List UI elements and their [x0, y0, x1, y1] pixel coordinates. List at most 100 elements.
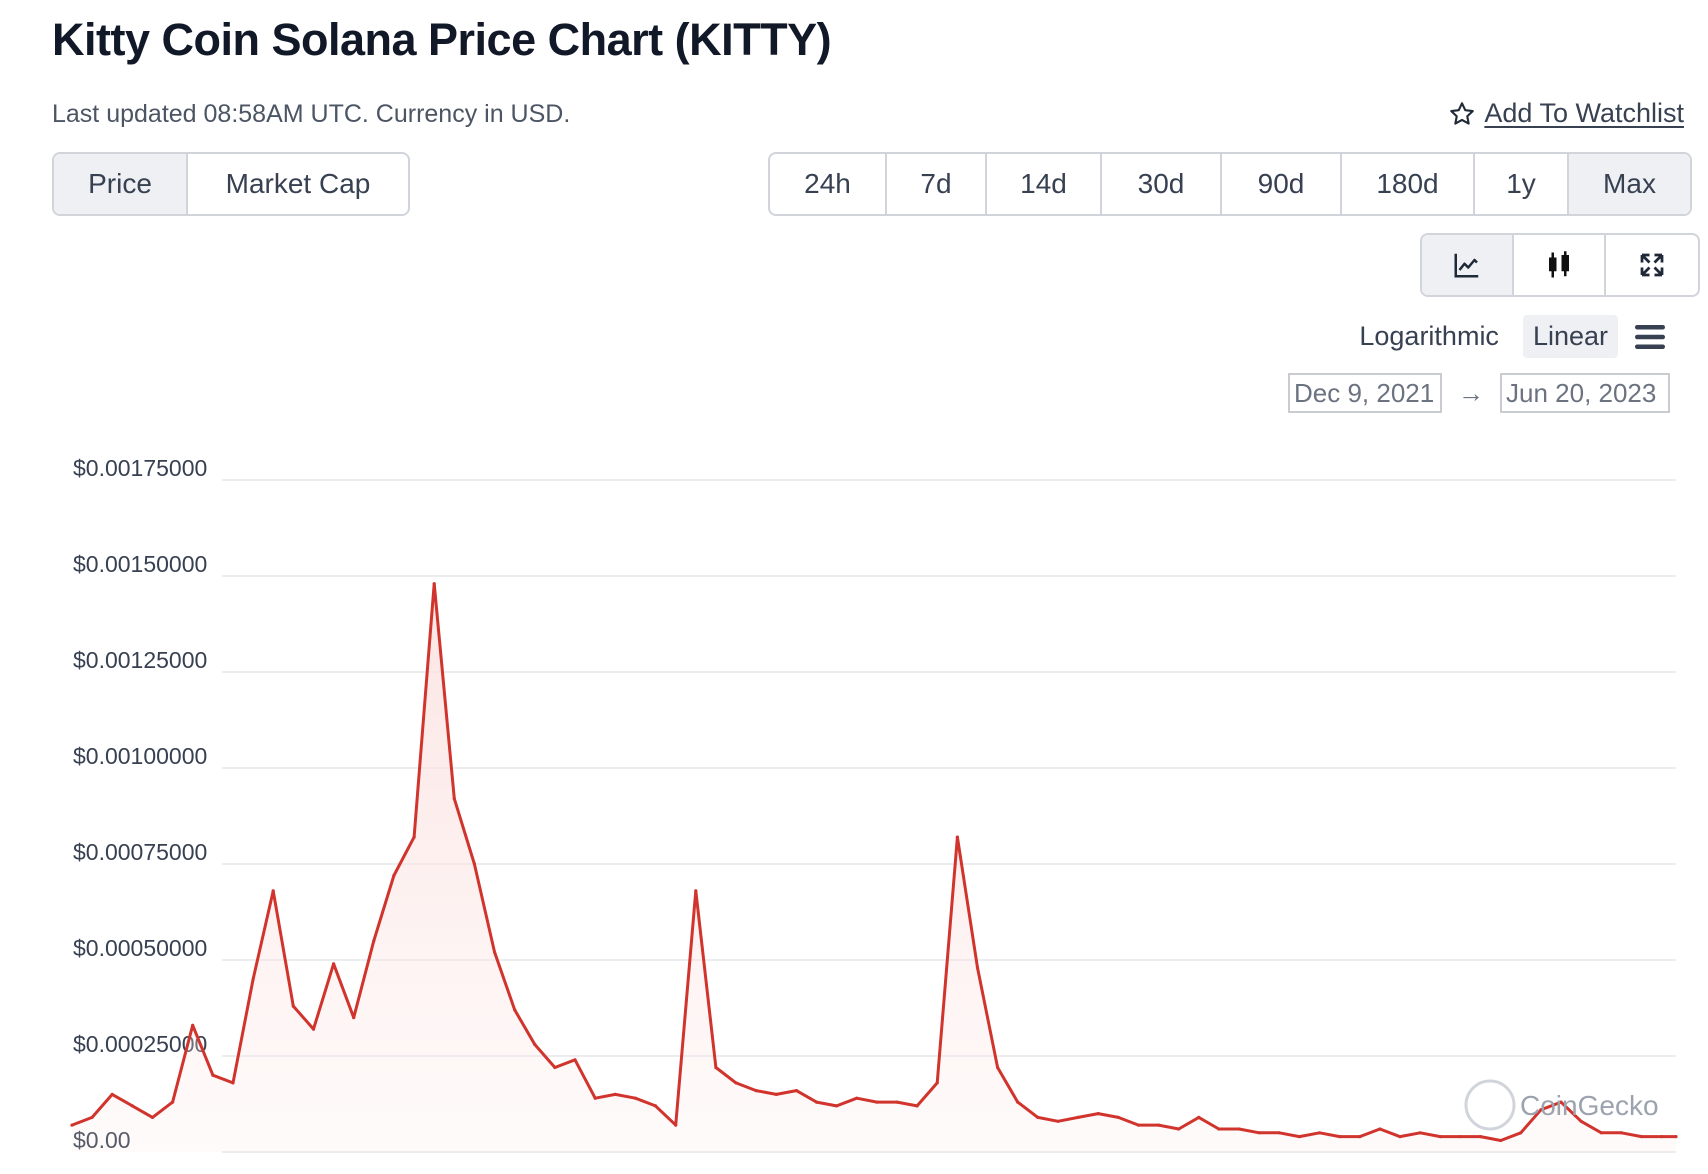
- price-point: [1197, 1115, 1201, 1119]
- price-point: [553, 1065, 557, 1070]
- price-point: [1036, 1115, 1040, 1119]
- add-to-watchlist-link[interactable]: Add To Watchlist: [1448, 98, 1684, 129]
- price-point: [1257, 1131, 1261, 1135]
- y-tick-label: $0.00125000: [73, 647, 207, 673]
- time-range-tabs: 24h 7d 14d 30d 90d 180d 1y Max: [768, 152, 1692, 216]
- chart-menu-button[interactable]: [1632, 319, 1668, 355]
- scale-logarithmic[interactable]: Logarithmic: [1359, 321, 1499, 351]
- price-point: [1458, 1135, 1462, 1139]
- price-point: [633, 1096, 638, 1100]
- price-point: [1660, 1135, 1664, 1139]
- price-point: [694, 889, 698, 893]
- price-point: [70, 1123, 74, 1127]
- price-point: [1378, 1127, 1382, 1131]
- price-point: [271, 889, 275, 893]
- price-point: [593, 1096, 597, 1100]
- price-point: [734, 1081, 738, 1085]
- price-point: [1539, 1108, 1543, 1112]
- fullscreen-button[interactable]: [1606, 235, 1698, 295]
- range-1y[interactable]: 1y: [1475, 154, 1569, 214]
- price-point: [1579, 1119, 1583, 1123]
- tab-price[interactable]: Price: [54, 154, 188, 214]
- price-point: [432, 582, 436, 586]
- price-point: [1619, 1131, 1623, 1135]
- price-point: [1136, 1123, 1141, 1127]
- add-to-watchlist-label: Add To Watchlist: [1484, 98, 1684, 128]
- price-point: [332, 962, 336, 966]
- y-tick-label: $0.00050000: [73, 935, 207, 961]
- coingecko-logo-icon: [1464, 1079, 1516, 1131]
- tab-market-cap[interactable]: Market Cap: [225, 168, 371, 199]
- price-point: [895, 1100, 899, 1104]
- price-point: [1157, 1123, 1161, 1127]
- price-point: [975, 966, 980, 970]
- line-chart-button[interactable]: [1422, 235, 1514, 295]
- date-to-input[interactable]: [1500, 373, 1670, 413]
- price-point: [191, 1023, 195, 1027]
- price-point: [150, 1115, 155, 1119]
- price-point: [573, 1058, 577, 1062]
- price-point: [1217, 1127, 1221, 1131]
- price-point: [211, 1073, 215, 1077]
- price-point: [1016, 1100, 1020, 1104]
- range-180d[interactable]: 180d: [1342, 154, 1475, 214]
- price-point: [513, 1008, 517, 1012]
- price-point: [935, 1081, 939, 1085]
- price-point: [1478, 1135, 1483, 1139]
- candlestick-button[interactable]: [1514, 235, 1606, 295]
- scale-toggle: Logarithmic Linear: [1349, 315, 1668, 358]
- price-point: [1177, 1127, 1181, 1131]
- price-point: [915, 1104, 919, 1108]
- range-90d[interactable]: 90d: [1222, 154, 1342, 214]
- price-point: [231, 1081, 235, 1085]
- price-point: [1639, 1135, 1644, 1139]
- price-point: [714, 1065, 718, 1070]
- price-point: [996, 1065, 1000, 1070]
- price-point: [754, 1089, 758, 1093]
- price-point: [835, 1104, 839, 1108]
- price-point: [533, 1042, 537, 1047]
- price-point: [1116, 1115, 1120, 1119]
- price-point: [472, 862, 476, 866]
- price-point: [110, 1092, 114, 1096]
- last-updated-text: Last updated 08:58AM UTC. Currency in US…: [52, 100, 571, 128]
- price-point: [1237, 1127, 1241, 1131]
- price-point: [1519, 1131, 1523, 1135]
- range-14d[interactable]: 14d: [987, 154, 1102, 214]
- star-icon: [1450, 101, 1475, 125]
- date-range-arrow: →: [1458, 377, 1484, 408]
- price-point: [1277, 1131, 1281, 1135]
- price-point: [372, 939, 376, 943]
- price-point: [1076, 1115, 1080, 1119]
- price-point: [1096, 1112, 1100, 1116]
- range-7d[interactable]: 7d: [887, 154, 987, 214]
- price-point: [955, 835, 960, 839]
- watermark-text: CoinGecko: [1520, 1090, 1659, 1121]
- price-point: [291, 1004, 295, 1008]
- price-point: [1318, 1131, 1322, 1135]
- fullscreen-icon: [1640, 253, 1664, 277]
- price-point: [875, 1100, 879, 1104]
- price-point: [412, 835, 416, 839]
- price-point: [1297, 1135, 1301, 1139]
- price-point: [1056, 1119, 1060, 1123]
- y-tick-label: $0.00100000: [73, 743, 207, 769]
- price-point: [392, 873, 396, 878]
- date-from-input[interactable]: [1288, 373, 1442, 413]
- scale-linear[interactable]: Linear: [1522, 315, 1618, 358]
- y-tick-label: $0.00075000: [73, 839, 207, 865]
- candlestick-icon: [1549, 251, 1569, 278]
- range-30d[interactable]: 30d: [1102, 154, 1222, 214]
- range-max[interactable]: Max: [1569, 154, 1690, 214]
- price-point: [1438, 1135, 1442, 1139]
- metric-tabs: Price Market Cap: [52, 152, 410, 216]
- price-point: [653, 1104, 658, 1108]
- price-point: [1358, 1135, 1362, 1139]
- price-point: [774, 1092, 778, 1096]
- price-point: [311, 1027, 316, 1031]
- price-point: [1418, 1131, 1422, 1135]
- price-point: [171, 1100, 175, 1104]
- price-point: [251, 977, 255, 981]
- range-24h[interactable]: 24h: [770, 154, 887, 214]
- price-chart[interactable]: $0.00$0.00025000$0.00050000$0.00075000$0…: [0, 440, 1708, 1174]
